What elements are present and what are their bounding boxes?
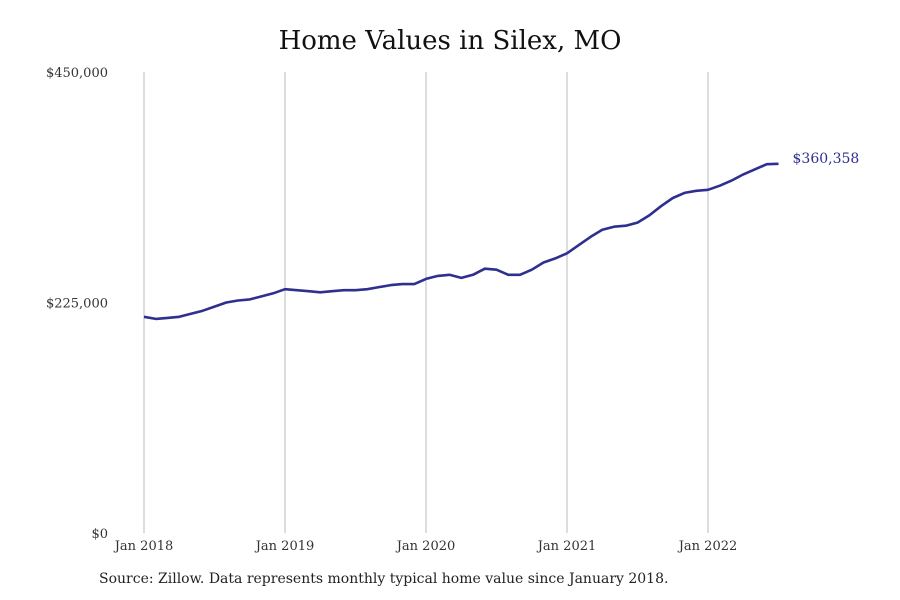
x-tick-label: Jan 2018 [113,539,174,554]
axis-labels: Jan 2018 Jan 2019 Jan 2020 Jan 2021 Jan 2022… [46,66,737,554]
y-tick-label: $450,000 [46,66,108,81]
series-layer: $360,358 [143,151,860,321]
x-tick-label: Jan 2022 [677,539,738,554]
y-tick-label: $0 [91,527,108,542]
x-tick-label: Jan 2019 [254,539,315,554]
grid-layer [143,72,709,533]
series-line [143,162,779,321]
chart-title: Home Values in Silex, MO [278,26,622,56]
x-tick-label: Jan 2020 [395,539,456,554]
y-tick-label: $225,000 [46,297,108,312]
source-note: Source: Zillow. Data represents monthly … [99,571,669,587]
end-value-label: $360,358 [793,151,860,167]
x-tick-label: Jan 2021 [536,539,597,554]
